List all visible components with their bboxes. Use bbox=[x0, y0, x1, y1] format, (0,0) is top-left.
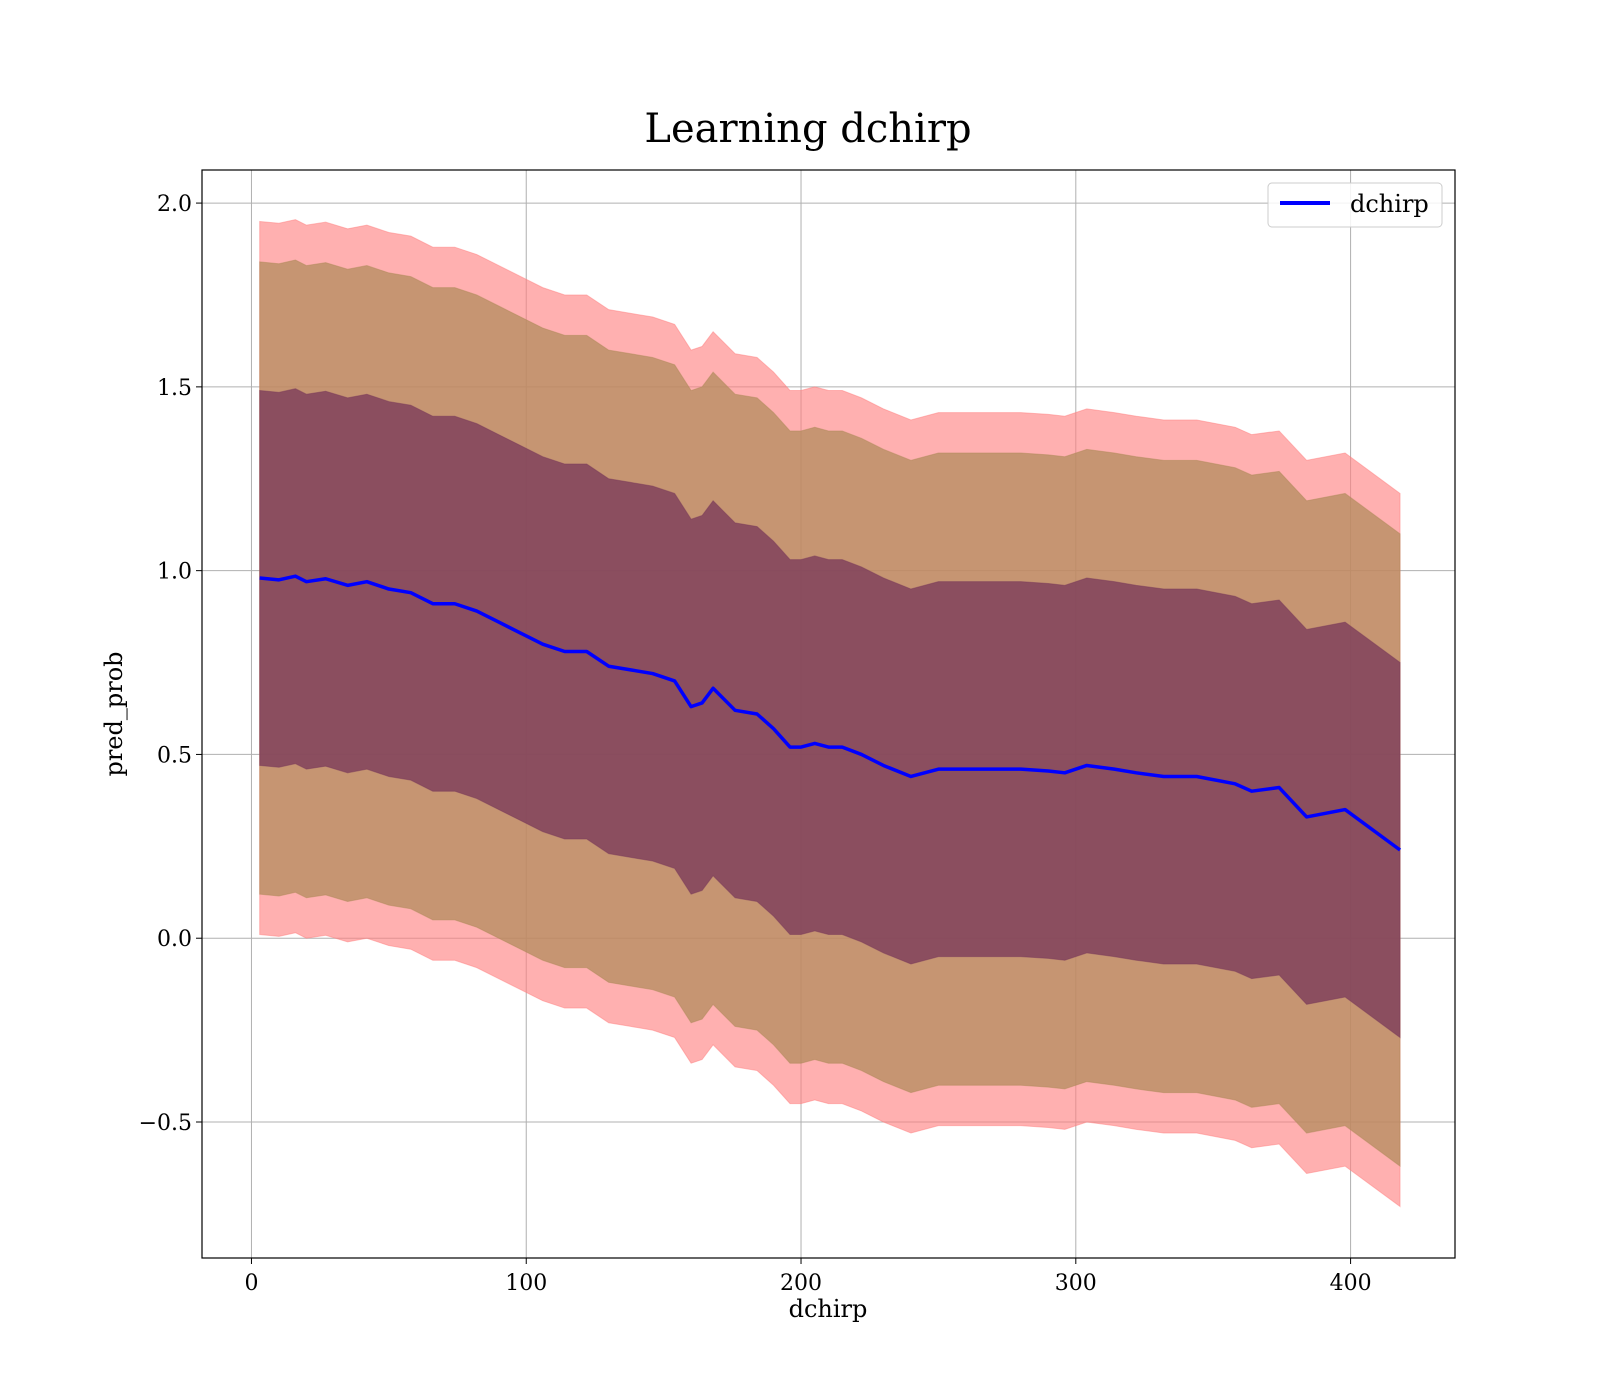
y-tick-label: 1.5 bbox=[157, 376, 192, 401]
x-tick-label: 100 bbox=[505, 1271, 547, 1296]
legend-box bbox=[1267, 182, 1443, 228]
confidence-bands bbox=[259, 219, 1401, 1208]
y-tick-label: 0.0 bbox=[157, 927, 192, 952]
plot-frame bbox=[201, 169, 1456, 1259]
x-axis-ticks: 0 100 200 300 400 bbox=[244, 1258, 1372, 1296]
series-lines bbox=[259, 574, 1402, 852]
y-tick-label: 1.0 bbox=[157, 560, 192, 585]
x-axis-label: dchirp bbox=[789, 1295, 868, 1323]
legend-label: dchirp bbox=[1350, 190, 1429, 218]
y-tick-label: 0.5 bbox=[157, 743, 192, 768]
x-tick-label: 0 bbox=[244, 1271, 258, 1296]
inner-band bbox=[259, 388, 1401, 1039]
y-axis-ticks: −0.5 0.0 0.5 1.0 1.5 2.0 bbox=[139, 192, 202, 1136]
series-line-dchirp bbox=[259, 574, 1402, 852]
x-tick-label: 400 bbox=[1330, 1271, 1372, 1296]
y-tick-label: −0.5 bbox=[139, 1111, 192, 1136]
y-tick-label: 2.0 bbox=[157, 192, 192, 217]
x-tick-label: 300 bbox=[1055, 1271, 1097, 1296]
x-tick-label: 200 bbox=[780, 1271, 822, 1296]
chart-title: Learning dchirp bbox=[644, 106, 971, 152]
legend: dchirp bbox=[1267, 182, 1443, 228]
y-axis-label: pred_prob bbox=[100, 651, 128, 776]
